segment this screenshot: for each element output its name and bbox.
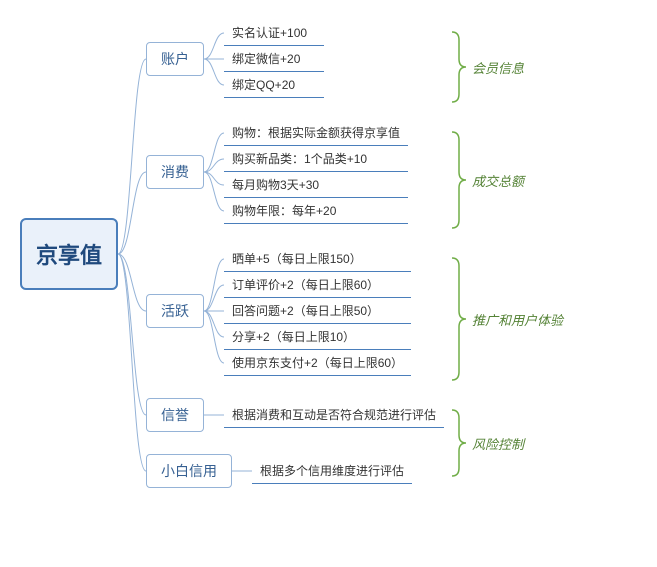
category-label: 信誉	[161, 407, 189, 423]
category-row: 账户 实名认证+100 绑定微信+20 绑定QQ+20	[146, 20, 444, 98]
item-node: 购买新品类：1个品类+10	[224, 146, 408, 172]
item-label: 绑定QQ+20	[232, 78, 295, 92]
category-connector	[204, 20, 224, 98]
items-column: 根据消费和互动是否符合规范进行评估	[224, 402, 444, 428]
item-label: 分享+2（每日上限10）	[232, 330, 355, 344]
item-label: 绑定微信+20	[232, 52, 300, 66]
category-row: 小白信用 根据多个信用维度进行评估	[146, 454, 444, 488]
category-connector	[232, 454, 252, 488]
item-node: 根据多个信用维度进行评估	[252, 458, 412, 484]
item-label: 回答问题+2（每日上限50）	[232, 304, 379, 318]
groups-column: 会员信息成交总额推广和用户体验风险控制	[450, 28, 563, 480]
root-node: 京享值	[20, 218, 118, 290]
item-label: 根据多个信用维度进行评估	[260, 464, 404, 478]
item-node: 每月购物3天+30	[224, 172, 408, 198]
items-column: 实名认证+100 绑定微信+20 绑定QQ+20	[224, 20, 324, 98]
category-node-account: 账户	[146, 42, 204, 76]
item-label: 购物年限：每年+20	[232, 204, 336, 218]
group-label: 风险控制	[472, 434, 524, 453]
group-label: 成交总额	[472, 171, 524, 190]
group-block-g3: 推广和用户体验	[450, 254, 563, 384]
item-label: 晒单+5（每日上限150）	[232, 252, 362, 266]
categories-column: 账户 实名认证+100 绑定微信+20 绑定QQ+20 消费 购物：根据实际金额获得京享值…	[146, 20, 444, 488]
item-label: 订单评价+2（每日上限60）	[232, 278, 379, 292]
brace-icon	[450, 28, 468, 106]
category-node-reputation: 信誉	[146, 398, 204, 432]
item-node: 绑定QQ+20	[224, 72, 324, 98]
category-connector	[204, 246, 224, 376]
item-node: 绑定微信+20	[224, 46, 324, 72]
group-label: 会员信息	[472, 58, 524, 77]
group-block-g4: 风险控制	[450, 406, 563, 480]
item-label: 购买新品类：1个品类+10	[232, 152, 367, 166]
category-label: 活跃	[161, 303, 189, 319]
item-node: 根据消费和互动是否符合规范进行评估	[224, 402, 444, 428]
items-column: 晒单+5（每日上限150） 订单评价+2（每日上限60） 回答问题+2（每日上限50…	[224, 246, 411, 376]
item-node: 分享+2（每日上限10）	[224, 324, 411, 350]
group-block-g2: 成交总额	[450, 128, 563, 232]
category-label: 消费	[161, 164, 189, 180]
item-node: 晒单+5（每日上限150）	[224, 246, 411, 272]
root-connector	[118, 20, 146, 488]
group-block-g1: 会员信息	[450, 28, 563, 106]
category-node-consume: 消费	[146, 155, 204, 189]
category-connector	[204, 398, 224, 432]
items-column: 购物：根据实际金额获得京享值购买新品类：1个品类+10 每月购物3天+30 购物年限…	[224, 120, 408, 224]
item-label: 购物：根据实际金额获得京享值	[232, 126, 400, 140]
item-node: 实名认证+100	[224, 20, 324, 46]
item-label: 使用京东支付+2（每日上限60）	[232, 356, 403, 370]
items-column: 根据多个信用维度进行评估	[252, 458, 412, 484]
root-label: 京享值	[36, 243, 102, 268]
category-node-credit: 小白信用	[146, 454, 232, 488]
category-label: 账户	[161, 51, 189, 67]
category-row: 信誉 根据消费和互动是否符合规范进行评估	[146, 398, 444, 432]
brace-icon	[450, 128, 468, 232]
mindmap-diagram: 京享值 账户 实名认证+100 绑定微信+20 绑定QQ+20 消费 购物：根据实际金额获…	[20, 20, 637, 488]
category-row: 消费购物：根据实际金额获得京享值购买新品类：1个品类+10每月购物3天+30购物…	[146, 120, 444, 224]
category-node-active: 活跃	[146, 294, 204, 328]
group-label: 推广和用户体验	[472, 310, 563, 329]
item-label: 根据消费和互动是否符合规范进行评估	[232, 408, 436, 422]
item-node: 购物年限：每年+20	[224, 198, 408, 224]
category-connector	[204, 120, 224, 224]
item-node: 回答问题+2（每日上限50）	[224, 298, 411, 324]
item-node: 订单评价+2（每日上限60）	[224, 272, 411, 298]
item-node: 购物：根据实际金额获得京享值	[224, 120, 408, 146]
brace-icon	[450, 406, 468, 480]
item-label: 每月购物3天+30	[232, 178, 319, 192]
item-label: 实名认证+100	[232, 26, 307, 40]
brace-icon	[450, 254, 468, 384]
category-label: 小白信用	[161, 463, 217, 479]
item-node: 使用京东支付+2（每日上限60）	[224, 350, 411, 376]
category-row: 活跃 晒单+5（每日上限150） 订单评价+2（每日上限60） 回答问题+2（每日上限…	[146, 246, 444, 376]
